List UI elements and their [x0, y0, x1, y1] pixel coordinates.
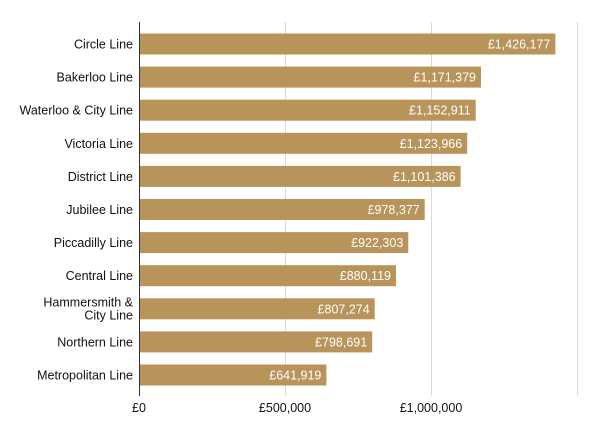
- category-label-10: Metropolitan Line: [37, 369, 133, 383]
- category-label-9: Northern Line: [57, 335, 133, 349]
- bar-10: [140, 364, 327, 386]
- category-label-5: Jubilee Line: [66, 203, 133, 217]
- bar-value-label-5: £978,377: [368, 203, 420, 217]
- bar-value-label-8: £807,274: [318, 302, 370, 316]
- category-label-6: Piccadilly Line: [54, 236, 133, 250]
- bar-value-label-9: £798,691: [315, 335, 367, 349]
- bar-2: [140, 99, 476, 121]
- bar-6: [140, 232, 409, 254]
- bar-value-label-10: £641,919: [269, 369, 321, 383]
- bar-1: [140, 66, 481, 88]
- bar-value-label-2: £1,152,911: [409, 104, 471, 118]
- category-label-0: Circle Line: [74, 38, 133, 52]
- category-label-1: Bakerloo Line: [57, 71, 133, 85]
- x-tick-label-1: £500,000: [259, 401, 311, 415]
- x-tick-label-2: £1,000,000: [400, 401, 463, 415]
- bar-5: [140, 199, 425, 220]
- bar-4: [140, 165, 461, 187]
- bar-value-label-6: £922,303: [351, 236, 403, 250]
- bar-7: [140, 265, 396, 287]
- bar-3: [140, 132, 468, 154]
- bar-value-label-1: £1,171,379: [413, 71, 476, 85]
- bar-0: [140, 33, 556, 55]
- x-tick-label-0: £0: [132, 401, 146, 415]
- category-label-3: Victoria Line: [64, 137, 133, 151]
- category-label-8: Hammersmith & City Line: [43, 295, 133, 322]
- bar-value-label-3: £1,123,966: [400, 137, 463, 151]
- bar-value-label-0: £1,426,177: [488, 38, 551, 52]
- bar-value-label-7: £880,119: [340, 269, 391, 283]
- category-label-7: Central Line: [66, 269, 133, 283]
- bar-9: [140, 331, 373, 353]
- bar-8: [140, 298, 375, 320]
- bar-value-label-4: £1,101,386: [393, 170, 456, 184]
- category-label-4: District Line: [68, 170, 133, 184]
- category-label-2: Waterloo & City Line: [20, 104, 134, 118]
